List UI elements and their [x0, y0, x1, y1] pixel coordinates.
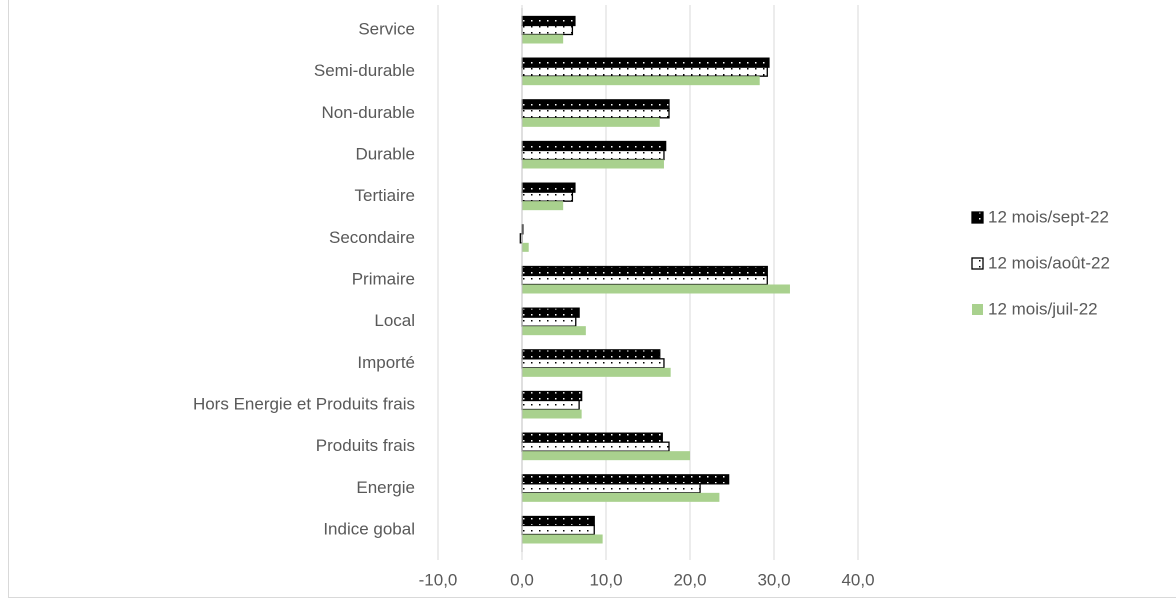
bar	[521, 108, 670, 119]
bar	[521, 274, 768, 286]
bar	[522, 534, 603, 544]
bar	[521, 515, 595, 527]
y-tick-label: Local	[374, 311, 415, 330]
y-tick-label: Indice gobal	[323, 519, 415, 538]
y-tick-label: Durable	[355, 144, 415, 163]
bar	[521, 524, 595, 536]
x-tick-label: 10,0	[589, 570, 622, 589]
bar	[521, 182, 576, 193]
y-tick-label: Non-durable	[321, 103, 415, 122]
bar	[521, 474, 730, 485]
bar	[522, 367, 671, 377]
legend-swatch	[971, 211, 984, 224]
bar	[522, 492, 720, 502]
y-tick-label: Importé	[357, 353, 415, 372]
bar	[522, 326, 586, 336]
bar	[522, 76, 760, 86]
bar	[521, 483, 701, 494]
bar	[522, 409, 582, 419]
legend-label: 12 mois/juil-22	[988, 299, 1098, 318]
bar	[521, 358, 665, 369]
bar	[522, 34, 564, 44]
legend-label: 12 mois/août-22	[988, 253, 1110, 272]
y-tick-label: Primaire	[352, 269, 415, 288]
bar	[521, 432, 663, 443]
y-tick-label: Energie	[356, 478, 415, 497]
y-tick-label: Secondaire	[329, 228, 415, 247]
x-tick-label: 20,0	[673, 570, 706, 589]
legend-label: 12 mois/sept-22	[988, 207, 1109, 226]
bar	[522, 242, 529, 252]
bar	[521, 307, 580, 318]
x-tick-label: 40,0	[841, 570, 874, 589]
bar	[522, 284, 790, 294]
bar	[521, 316, 577, 327]
chart-frame	[8, 0, 1176, 598]
bar	[522, 117, 660, 127]
bar	[521, 149, 665, 161]
x-tick-label: -10,0	[419, 570, 458, 589]
bar	[521, 99, 670, 110]
y-tick-label: Hors Energie et Produits frais	[193, 394, 415, 413]
bar	[521, 140, 667, 152]
bar	[521, 66, 768, 77]
y-tick-label: Semi-durable	[314, 61, 415, 80]
bar	[522, 201, 564, 211]
x-tick-label: 30,0	[757, 570, 790, 589]
y-tick-label: Produits frais	[316, 436, 415, 455]
bar	[521, 390, 583, 402]
bar	[521, 191, 574, 202]
bar	[521, 24, 574, 36]
bar	[521, 441, 670, 452]
x-tick-label: 0,0	[510, 570, 534, 589]
y-tick-label: Service	[358, 19, 415, 38]
legend-swatch	[972, 304, 983, 315]
bar	[521, 57, 770, 68]
y-tick-label: Tertiaire	[355, 186, 415, 205]
bar	[521, 349, 661, 360]
bar	[522, 159, 664, 169]
bar	[521, 265, 768, 277]
bar	[521, 399, 580, 411]
legend-swatch	[971, 257, 984, 270]
bar	[522, 451, 690, 461]
bar	[521, 15, 576, 27]
